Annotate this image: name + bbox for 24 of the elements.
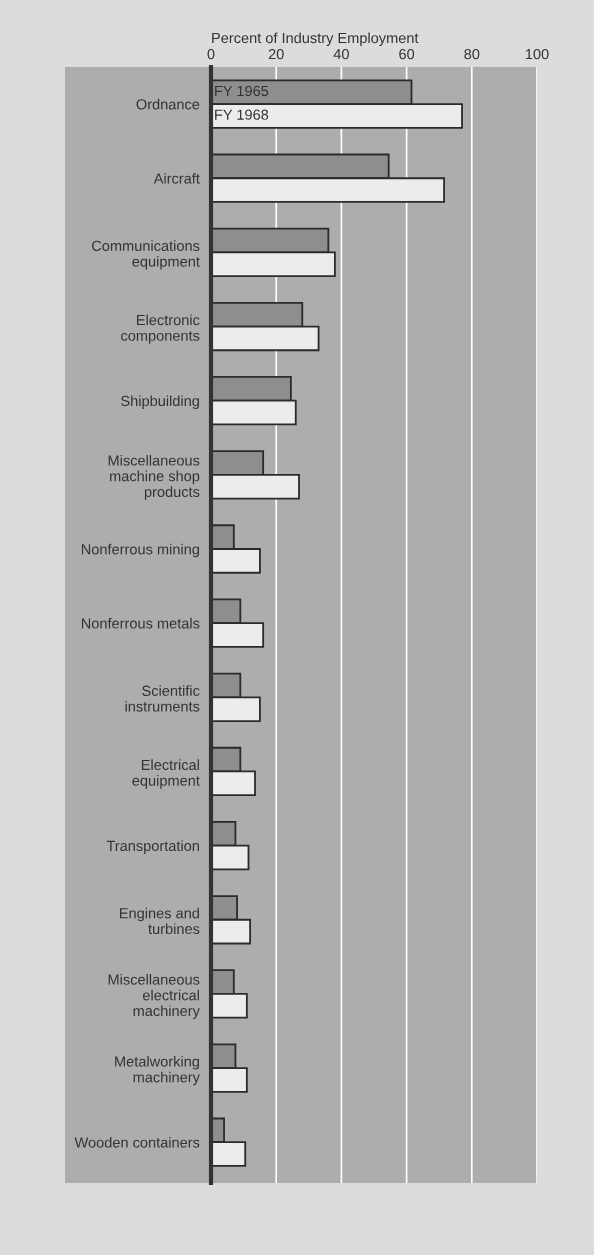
x-tick-label: 0 [207,48,215,60]
y-tick-label: Shipbuilding [121,395,199,409]
series-label: FY 1965 [215,85,269,97]
y-tick-label: Nonferrous mining [81,543,199,558]
x-tick-label: 80 [464,48,480,60]
y-tick-label: Nonferrous metals [81,617,200,629]
y-tick-label: Wooden containers [74,1136,200,1148]
x-tick-label: 100 [525,48,549,60]
x-tick-label: 60 [399,48,415,60]
y-tick-label: Electrical equipment [132,759,200,789]
y-tick-label: Electronic components [121,314,200,344]
y-tick-label: Communications equipment [92,240,200,270]
y-tick-label: Metalworking machinery [115,1055,200,1086]
y-tick-label: Miscellaneous machine shop products [108,454,200,500]
y-tick-label: Scientific instruments [125,685,200,712]
x-tick-label: 20 [268,48,284,60]
x-tick-label: 40 [333,48,349,60]
y-tick-label: Transportation [106,840,199,854]
series-label: FY 1968 [215,109,269,120]
y-tick-label: Aircraft [153,172,200,184]
y-tick-label: Ordnance [136,98,200,110]
y-tick-label: Miscellaneous electrical machinery [108,973,200,1019]
y-tick-label: Engines and turbines [120,907,200,935]
x-axis-title: Percent of Industry Employment [212,32,419,47]
